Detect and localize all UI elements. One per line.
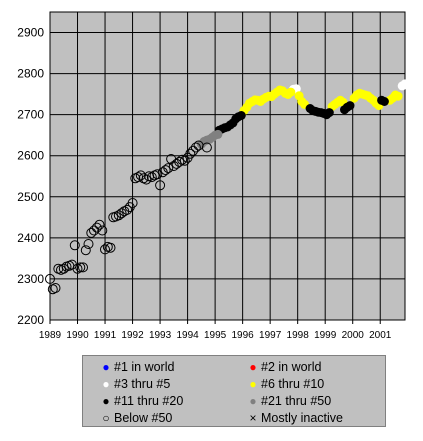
data-point xyxy=(75,262,86,273)
data-point xyxy=(58,263,69,274)
x-tick-label: 1993 xyxy=(149,330,172,341)
y-tick-label: 2900 xyxy=(17,26,44,40)
series-4 xyxy=(45,140,212,295)
data-point xyxy=(379,97,389,106)
x-axis-ticks: 1989 1990 1991 1992 1993 1994 1995 1996 1997 1998… xyxy=(39,320,392,341)
y-tick-label: 2700 xyxy=(17,108,44,122)
data-point xyxy=(213,129,223,139)
legend-item-7: ○ Below #50 xyxy=(101,409,172,426)
data-point xyxy=(78,262,88,273)
x-tick-label: 1997 xyxy=(259,330,282,341)
x-tick-label: 1992 xyxy=(121,330,144,341)
legend: ● #1 in world ● #2 in world ● #3 thru #5… xyxy=(82,355,386,427)
data-point xyxy=(45,273,55,284)
data-point xyxy=(185,148,196,159)
data-point xyxy=(152,169,163,180)
legend-label: #6 thru #10 xyxy=(261,376,325,391)
grid-lines xyxy=(50,12,405,320)
data-point xyxy=(127,198,138,208)
series-3 xyxy=(196,129,223,149)
x-tick-label: 1999 xyxy=(314,330,337,341)
data-point xyxy=(286,87,296,97)
data-point xyxy=(89,225,99,236)
y-tick-label: 2800 xyxy=(17,67,44,81)
legend-marker-blue-dot-icon: ● xyxy=(102,359,110,374)
data-point xyxy=(69,240,80,251)
legend-label: #21 thru #50 xyxy=(261,393,332,408)
legend-marker-gray-dot-icon: ● xyxy=(249,393,257,408)
data-point xyxy=(174,156,185,167)
series-0 xyxy=(289,79,410,94)
data-point xyxy=(86,227,97,238)
legend-label: #1 in world xyxy=(114,359,175,374)
plot-background xyxy=(49,11,406,321)
legend-item-1: ● #1 in world xyxy=(101,358,174,375)
legend-item-8: × Mostly inactive xyxy=(248,409,343,426)
data-point xyxy=(155,180,166,191)
y-tick-label: 2500 xyxy=(17,190,44,204)
legend-item-5: ● #11 thru #20 xyxy=(101,392,183,409)
data-point xyxy=(100,244,110,255)
x-tick-label: 1989 xyxy=(39,330,62,341)
legend-label: Mostly inactive xyxy=(261,410,343,425)
legend-label: #3 thru #5 xyxy=(114,376,171,391)
data-point xyxy=(146,172,157,183)
x-tick-label: 2000 xyxy=(342,330,365,341)
legend-label: Below #50 xyxy=(114,410,173,425)
data-point xyxy=(201,142,212,153)
legend-item-6: ● #21 thru #50 xyxy=(248,392,331,409)
y-tick-label: 2200 xyxy=(17,313,44,327)
data-point xyxy=(179,155,190,166)
legend-marker-white-dot-icon: ● xyxy=(102,376,110,391)
x-tick-label: 1994 xyxy=(176,330,199,341)
series-2 xyxy=(214,95,389,135)
data-point xyxy=(141,174,152,185)
legend-item-4: ● #6 thru #10 xyxy=(248,375,324,392)
series-1 xyxy=(239,85,403,116)
x-tick-label: 1998 xyxy=(287,330,310,341)
x-tick-label: 1995 xyxy=(204,330,227,341)
data-point xyxy=(236,111,246,120)
data-point xyxy=(122,204,133,215)
legend-marker-hollow-circle-icon: ○ xyxy=(102,410,110,425)
x-tick-label: 1991 xyxy=(94,330,117,341)
data-point xyxy=(393,91,403,101)
data-point xyxy=(138,173,149,184)
x-tick-label: 1990 xyxy=(66,330,89,341)
legend-marker-cross-icon: × xyxy=(249,410,257,425)
legend-label: #11 thru #20 xyxy=(114,393,184,408)
data-point xyxy=(400,79,410,89)
y-tick-label: 2400 xyxy=(17,231,44,245)
data-point xyxy=(105,242,116,253)
legend-label: #2 in world xyxy=(261,359,322,374)
y-tick-label: 2300 xyxy=(17,272,44,286)
data-point xyxy=(188,145,199,156)
x-tick-label: 1996 xyxy=(232,330,255,341)
data-point xyxy=(80,245,91,256)
legend-marker-black-dot-icon: ● xyxy=(102,393,110,408)
data-point xyxy=(94,219,105,230)
data-point xyxy=(324,108,334,118)
legend-item-2: ● #2 in world xyxy=(248,358,321,375)
data-point xyxy=(91,222,102,233)
x-tick-label: 2001 xyxy=(369,330,392,341)
data-point xyxy=(83,239,94,249)
legend-item-3: ● #3 thru #5 xyxy=(101,375,170,392)
data-points xyxy=(45,79,410,295)
data-point xyxy=(116,208,127,219)
data-point xyxy=(163,163,174,174)
data-point xyxy=(97,225,108,236)
data-point xyxy=(190,142,201,153)
legend-marker-red-dot-icon: ● xyxy=(249,359,257,374)
legend-marker-yellow-dot-icon: ● xyxy=(249,376,257,391)
y-axis-ticks: 2200 2300 2400 2500 2600 2700 2800 2900 xyxy=(17,26,44,327)
y-tick-label: 2600 xyxy=(17,149,44,163)
data-point xyxy=(345,101,355,111)
data-point xyxy=(50,283,61,293)
data-point xyxy=(160,165,171,176)
